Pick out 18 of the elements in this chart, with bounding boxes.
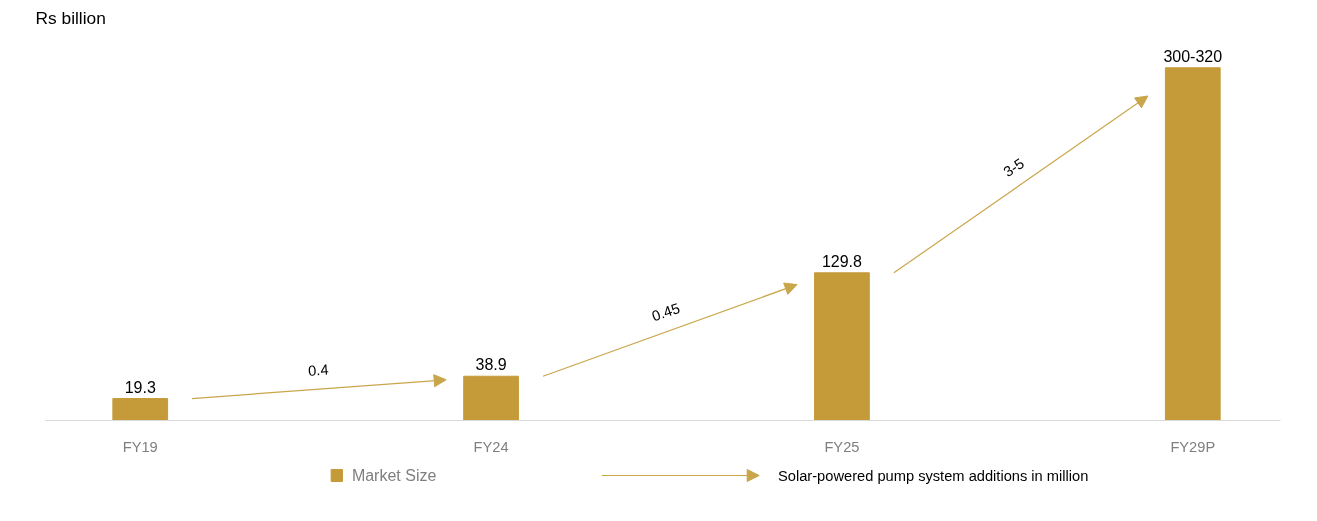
data-label: 38.9 bbox=[475, 356, 507, 374]
annotation: 0.4 bbox=[307, 361, 329, 379]
x-tick-label: FY24 bbox=[473, 438, 509, 455]
bar bbox=[463, 375, 519, 421]
annotation: 3-5 bbox=[1000, 155, 1027, 181]
y-axis-title: Rs billion bbox=[35, 7, 106, 28]
legend-label: Market Size bbox=[351, 467, 437, 484]
bar bbox=[814, 272, 870, 421]
x-tick-label: FY25 bbox=[824, 438, 860, 455]
bar bbox=[112, 398, 169, 421]
data-label: 129.8 bbox=[821, 252, 863, 270]
data-label: 19.3 bbox=[124, 378, 156, 396]
bar bbox=[1164, 67, 1221, 421]
x-tick-label: FY19 bbox=[122, 438, 158, 455]
x-tick-label: FY29P bbox=[1170, 438, 1216, 455]
annotation: 0.45 bbox=[649, 299, 682, 325]
data-label: 300-320 bbox=[1163, 47, 1223, 65]
text: Solar-powered pump system additions in million bbox=[778, 467, 1089, 484]
